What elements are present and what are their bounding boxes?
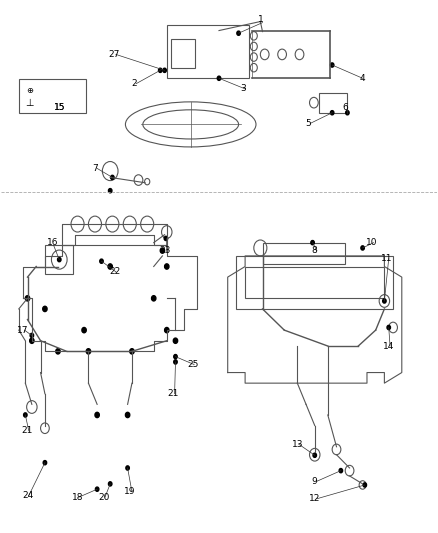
Circle shape <box>163 68 166 72</box>
Text: 6: 6 <box>343 103 348 112</box>
Bar <box>245 266 385 298</box>
Circle shape <box>165 327 169 333</box>
Circle shape <box>95 487 99 491</box>
Circle shape <box>361 246 364 250</box>
Circle shape <box>339 469 343 473</box>
Circle shape <box>160 248 165 253</box>
Circle shape <box>330 111 334 115</box>
Circle shape <box>174 354 177 359</box>
Text: 25: 25 <box>187 360 198 369</box>
Circle shape <box>387 325 391 329</box>
Circle shape <box>165 264 169 269</box>
Text: ⊕: ⊕ <box>26 86 33 95</box>
Text: 21: 21 <box>22 426 33 435</box>
Circle shape <box>100 259 103 263</box>
Text: 23: 23 <box>159 246 170 255</box>
Text: 24: 24 <box>22 491 33 500</box>
Text: 20: 20 <box>98 492 110 502</box>
Circle shape <box>25 296 30 301</box>
Text: 13: 13 <box>292 440 303 449</box>
Circle shape <box>108 264 113 269</box>
Text: 5: 5 <box>305 119 311 128</box>
Circle shape <box>152 296 156 301</box>
Text: 17: 17 <box>18 326 29 335</box>
Circle shape <box>383 299 386 303</box>
Bar <box>19 79 86 113</box>
Circle shape <box>159 68 162 72</box>
Circle shape <box>43 306 47 312</box>
Circle shape <box>217 76 221 80</box>
Circle shape <box>313 453 317 457</box>
Text: 1: 1 <box>258 15 263 25</box>
Bar <box>319 93 347 113</box>
Text: 7: 7 <box>92 164 98 173</box>
Text: 2: 2 <box>131 79 137 88</box>
Bar <box>171 38 195 68</box>
Text: 11: 11 <box>381 254 392 263</box>
Text: 8: 8 <box>312 246 318 255</box>
Bar <box>167 25 250 78</box>
Text: 10: 10 <box>366 238 377 247</box>
Circle shape <box>130 349 134 354</box>
Text: 15: 15 <box>54 103 66 112</box>
Bar <box>45 245 73 274</box>
Circle shape <box>86 349 91 354</box>
Circle shape <box>111 175 114 180</box>
Circle shape <box>24 413 27 417</box>
Text: 27: 27 <box>109 50 120 59</box>
Circle shape <box>173 338 178 343</box>
Bar <box>237 256 393 309</box>
Circle shape <box>126 466 129 470</box>
Circle shape <box>164 236 168 240</box>
Circle shape <box>30 338 34 343</box>
Text: 22: 22 <box>109 268 120 276</box>
Circle shape <box>56 349 60 354</box>
Circle shape <box>30 333 34 337</box>
Circle shape <box>109 482 112 486</box>
Circle shape <box>330 63 334 67</box>
Circle shape <box>237 31 240 35</box>
Circle shape <box>82 327 86 333</box>
Text: 18: 18 <box>72 492 83 502</box>
Circle shape <box>43 461 47 465</box>
Text: 19: 19 <box>124 487 135 496</box>
Text: 9: 9 <box>312 477 318 486</box>
Circle shape <box>346 111 349 115</box>
Text: 16: 16 <box>47 238 59 247</box>
Text: 15: 15 <box>54 103 66 112</box>
Text: ⊥: ⊥ <box>25 98 34 108</box>
Bar <box>262 243 345 264</box>
Text: 12: 12 <box>309 494 321 503</box>
Circle shape <box>174 360 177 364</box>
Circle shape <box>125 413 130 418</box>
Circle shape <box>109 189 112 193</box>
Text: 21: 21 <box>168 389 179 398</box>
Circle shape <box>95 413 99 418</box>
Text: 4: 4 <box>360 74 365 83</box>
Circle shape <box>57 257 61 262</box>
Circle shape <box>311 240 314 245</box>
Text: 3: 3 <box>240 84 246 93</box>
Circle shape <box>363 483 367 487</box>
Text: 14: 14 <box>383 342 395 351</box>
